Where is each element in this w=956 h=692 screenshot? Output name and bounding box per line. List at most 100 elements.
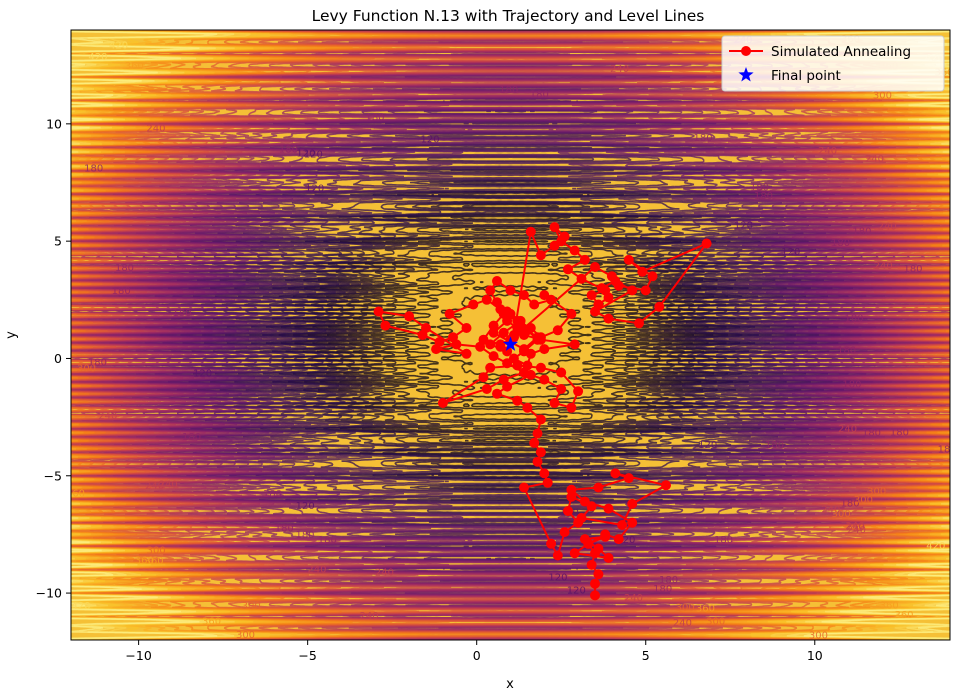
trajectory-point bbox=[604, 504, 614, 514]
contour-label: 300 bbox=[873, 91, 892, 102]
trajectory-point bbox=[489, 351, 499, 361]
trajectory-point bbox=[485, 363, 495, 373]
trajectory-point bbox=[495, 342, 505, 352]
contour-label: 360 bbox=[880, 601, 899, 612]
trajectory-point bbox=[593, 544, 603, 554]
trajectory-point bbox=[479, 372, 489, 382]
trajectory-point bbox=[593, 300, 603, 310]
trajectory-point bbox=[435, 337, 445, 347]
trajectory-point bbox=[587, 501, 597, 511]
y-axis-label: y bbox=[4, 331, 19, 339]
contour-label: 120 bbox=[734, 221, 753, 232]
contour-label: 180 bbox=[903, 264, 922, 275]
trajectory-point bbox=[580, 255, 590, 265]
contour-label: 300 bbox=[676, 602, 695, 613]
trajectory-point bbox=[556, 368, 566, 378]
trajectory-point bbox=[600, 529, 610, 539]
contour-label: 420 bbox=[88, 52, 107, 63]
trajectory-point bbox=[533, 332, 543, 342]
contour-label: 120 bbox=[567, 585, 586, 596]
trajectory-point bbox=[590, 579, 600, 589]
contour-label: 180 bbox=[530, 90, 549, 101]
trajectory-point bbox=[445, 309, 455, 319]
trajectory-point bbox=[519, 344, 529, 354]
contour-label: 180 bbox=[842, 379, 861, 390]
trajectory-point bbox=[536, 447, 546, 457]
trajectory-point bbox=[529, 438, 539, 448]
y-tick-label: 10 bbox=[46, 116, 62, 131]
contour-label: 300 bbox=[706, 617, 725, 628]
trajectory-point bbox=[492, 297, 502, 307]
trajectory-point bbox=[380, 321, 390, 331]
contour-label: 180 bbox=[831, 238, 850, 249]
contour-label: 240 bbox=[846, 522, 865, 533]
trajectory-point bbox=[550, 398, 560, 408]
contour-label: 240 bbox=[145, 481, 164, 492]
trajectory-point bbox=[539, 468, 549, 478]
trajectory-point bbox=[536, 363, 546, 373]
trajectory-point bbox=[702, 239, 712, 249]
contour-label: 180 bbox=[694, 133, 713, 144]
trajectory-point bbox=[550, 222, 560, 232]
contour-label: 180 bbox=[852, 227, 871, 238]
y-tick-label: 0 bbox=[54, 351, 62, 366]
contour-label: 240 bbox=[865, 154, 884, 165]
trajectory-point bbox=[536, 415, 546, 425]
trajectory-point bbox=[512, 396, 522, 406]
trajectory-point bbox=[610, 468, 620, 478]
contour-label: 180 bbox=[275, 524, 294, 535]
trajectory-point bbox=[550, 241, 560, 251]
trajectory-point bbox=[641, 285, 651, 295]
contour-label: 120 bbox=[548, 573, 567, 584]
contour-label: 240 bbox=[624, 593, 643, 604]
trajectory-point bbox=[468, 300, 478, 310]
trajectory-point bbox=[566, 309, 576, 319]
trajectory-point bbox=[587, 290, 597, 300]
contour-label: 180 bbox=[279, 144, 298, 155]
trajectory-point bbox=[404, 311, 414, 321]
trajectory-point bbox=[553, 325, 563, 335]
contour-label: 240 bbox=[610, 64, 629, 75]
trajectory-point bbox=[489, 328, 499, 338]
trajectory-point bbox=[522, 361, 532, 371]
trajectory-point bbox=[522, 403, 532, 413]
contour-label: 120 bbox=[296, 501, 315, 512]
contour-label: 300 bbox=[854, 495, 873, 506]
contour-label: 180 bbox=[765, 440, 784, 451]
trajectory-point bbox=[627, 518, 637, 528]
trajectory-point bbox=[563, 264, 573, 274]
x-axis-label: x bbox=[506, 677, 514, 692]
contour-label: 240 bbox=[375, 567, 394, 578]
trajectory-point bbox=[553, 551, 563, 561]
contour-label: 240 bbox=[874, 261, 893, 272]
contour-label: 180 bbox=[295, 530, 314, 541]
contour-label: 240 bbox=[818, 146, 837, 157]
trajectory-point bbox=[573, 386, 583, 396]
trajectory-point bbox=[627, 285, 637, 295]
trajectory-point bbox=[560, 232, 570, 242]
contour-label: 180 bbox=[182, 432, 201, 443]
y-tick-label: −10 bbox=[36, 586, 62, 601]
x-tick-label: 5 bbox=[642, 648, 650, 663]
y-tick-label: −5 bbox=[44, 468, 62, 483]
contour-label: 300 bbox=[832, 509, 851, 520]
trajectory-point bbox=[533, 429, 543, 439]
contour-label: 180 bbox=[844, 314, 863, 325]
trajectory-point bbox=[570, 246, 580, 256]
trajectory-point bbox=[570, 548, 580, 558]
trajectory-point bbox=[374, 307, 384, 317]
trajectory-point bbox=[610, 276, 620, 286]
contour-label: 180 bbox=[88, 357, 107, 368]
trajectory-point bbox=[536, 250, 546, 260]
contour-label: 300 bbox=[242, 601, 261, 612]
contour-label: 240 bbox=[878, 222, 897, 233]
contour-label: 240 bbox=[98, 411, 117, 422]
contour-label: 120 bbox=[304, 150, 323, 161]
trajectory-point bbox=[563, 506, 573, 516]
legend: Simulated Annealing Final point bbox=[722, 36, 944, 91]
trajectory-point bbox=[654, 302, 664, 312]
trajectory-point bbox=[566, 403, 576, 413]
trajectory-point bbox=[556, 384, 566, 394]
